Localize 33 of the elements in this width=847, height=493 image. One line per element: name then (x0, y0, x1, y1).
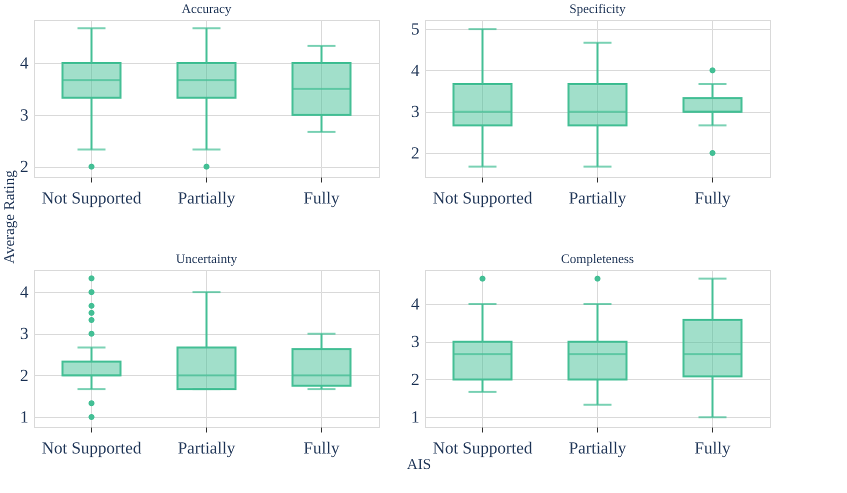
x-tick-label: Fully (304, 188, 340, 208)
chart-title: Completeness (561, 251, 634, 266)
x-tick-label: Not Supported (432, 188, 533, 208)
y-tick-label: 4 (411, 60, 420, 80)
x-tick-label: Not Supported (42, 188, 142, 208)
x-tick-label: Fully (304, 438, 340, 458)
y-tick-label: 3 (411, 102, 420, 122)
x-tick-label: Partially (568, 188, 627, 208)
y-tick-label: 3 (20, 105, 28, 124)
x-axis-title: AIS (406, 457, 432, 473)
x-tick-label: Fully (694, 188, 731, 208)
x-tick-label: Partially (178, 438, 236, 458)
y-tick-label: 4 (20, 282, 29, 302)
chart-title: Uncertainty (176, 251, 238, 266)
y-tick-label: 4 (20, 54, 29, 73)
y-tick-label: 4 (411, 294, 420, 314)
x-tick-label: Partially (568, 438, 627, 458)
y-tick-label: 1 (411, 408, 420, 427)
x-tick-label: Fully (694, 438, 731, 458)
chart-title: Specificity (569, 1, 626, 16)
x-tick-label: Not Supported (432, 438, 533, 458)
x-tick-label: Partially (178, 188, 236, 208)
y-tick-label: 2 (20, 157, 28, 176)
y-tick-label: 5 (411, 20, 420, 39)
y-tick-label: 2 (411, 370, 420, 389)
y-axis-title: Average Rating (2, 170, 18, 264)
chart-title: Accuracy (182, 1, 232, 16)
x-tick-label: Not Supported (42, 438, 142, 458)
y-tick-label: 2 (411, 144, 420, 163)
y-tick-label: 1 (20, 408, 28, 427)
y-tick-label: 3 (20, 324, 28, 344)
y-tick-label: 2 (20, 366, 28, 385)
y-tick-label: 3 (411, 332, 420, 352)
